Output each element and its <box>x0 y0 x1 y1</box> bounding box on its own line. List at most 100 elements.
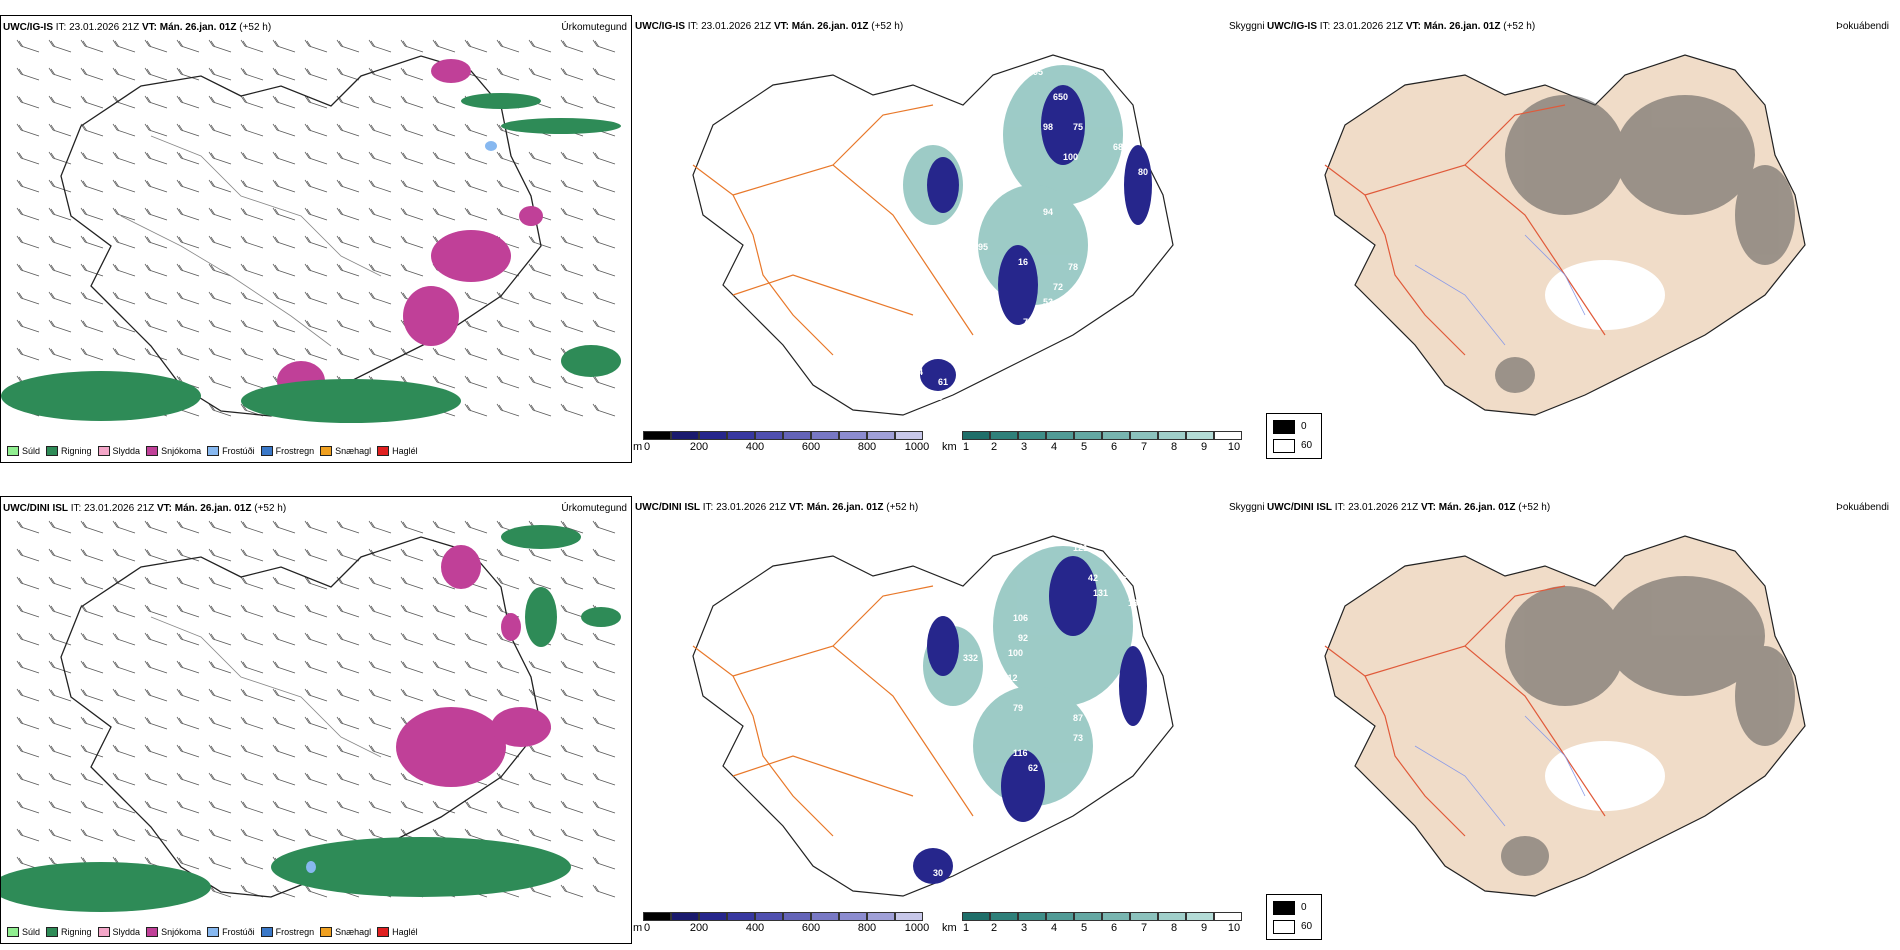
wind-barb <box>176 291 200 305</box>
wind-barb <box>304 660 328 674</box>
wind-barb <box>208 856 232 870</box>
colorbar-tick: 1 <box>962 441 970 453</box>
wind-barb <box>80 179 104 193</box>
roads <box>692 104 974 356</box>
wind-barb <box>144 716 168 730</box>
wind-barb <box>144 632 168 646</box>
vis-value-label: 98 <box>1043 122 1053 132</box>
precip-map <box>1 520 621 912</box>
wind-barb <box>48 660 72 674</box>
wind-barb <box>272 884 296 898</box>
legend-swatch <box>320 927 333 937</box>
wind-barb <box>208 520 232 534</box>
vis-value-label: 121 <box>1073 543 1088 553</box>
wind-barb <box>208 604 232 618</box>
wind-barb <box>336 291 360 305</box>
wind-barb <box>560 772 584 786</box>
wind-barb <box>592 319 616 333</box>
colorbar-swatch <box>643 912 671 921</box>
wind-barb <box>240 632 264 646</box>
wind-barb <box>304 688 328 702</box>
wind-barb <box>16 319 40 333</box>
wind-barb <box>592 207 616 221</box>
wind-barb <box>528 828 552 842</box>
wind-barb <box>528 347 552 361</box>
wind-barb <box>80 744 104 758</box>
vis-m-areas <box>920 85 1152 391</box>
colorbar-tick: 800 <box>857 441 877 453</box>
wind-barb <box>496 772 520 786</box>
wind-barb <box>496 179 520 193</box>
colorbar-swatch <box>1074 431 1102 440</box>
wind-barb <box>464 520 488 534</box>
wind-barb <box>144 95 168 109</box>
wind-barb <box>400 632 424 646</box>
wind-barb <box>528 235 552 249</box>
legend-item: Rigning <box>46 927 92 937</box>
wind-barb <box>208 403 232 417</box>
legend-item: Snjókoma <box>146 927 201 937</box>
wind-barb <box>400 548 424 562</box>
wind-barb <box>240 235 264 249</box>
vis-value-label: 332 <box>963 653 978 663</box>
wind-barb <box>16 632 40 646</box>
colorbar-swatch <box>1186 431 1214 440</box>
wind-barb <box>144 688 168 702</box>
valid-label: VT: <box>156 503 172 514</box>
wind-barb <box>144 772 168 786</box>
wind-barb <box>272 744 296 758</box>
wind-barb <box>16 235 40 249</box>
wind-barb <box>16 263 40 277</box>
wind-barb <box>16 716 40 730</box>
legend-item: Frostúði <box>207 927 255 937</box>
wind-barb <box>176 548 200 562</box>
wind-barb <box>528 375 552 389</box>
wind-barb <box>592 67 616 81</box>
vis-value-labels: 23 121 42 94 131 134 89 106 92 100 52 57 332 112 79 87 7… <box>933 513 1163 878</box>
wind-barb <box>272 319 296 333</box>
wind-barb <box>112 688 136 702</box>
wind-barb <box>560 688 584 702</box>
wind-barb <box>208 263 232 277</box>
colorbar-swatch <box>839 431 867 440</box>
wind-barb <box>304 632 328 646</box>
lead-time: (+52 h) <box>239 22 272 33</box>
wind-barb <box>240 800 264 814</box>
vis-value-label: 100 <box>1063 152 1078 162</box>
vis-value-label: 60 <box>1053 317 1063 327</box>
legend-swatch <box>97 927 110 937</box>
wind-barb <box>496 375 520 389</box>
valid-label: VT: <box>788 502 804 513</box>
wind-barb <box>112 39 136 53</box>
wind-barb <box>560 67 584 81</box>
wind-barb <box>304 207 328 221</box>
vis-value-label: 72 <box>1053 282 1063 292</box>
legend-label: Slydda <box>112 927 141 937</box>
wind-barb <box>240 660 264 674</box>
wind-barb <box>272 347 296 361</box>
valid-label: VT: <box>1420 502 1436 513</box>
wind-barb <box>48 95 72 109</box>
wind-barb <box>144 800 168 814</box>
wind-barb <box>208 828 232 842</box>
wind-barb <box>336 207 360 221</box>
wind-barb <box>48 151 72 165</box>
panel-header: UWC/DINI ISL IT: 23.01.2026 21Z VT: Mán.… <box>635 502 918 513</box>
wind-barb <box>240 151 264 165</box>
wind-barb <box>336 520 360 534</box>
wind-barb <box>496 347 520 361</box>
wind-barb <box>432 95 456 109</box>
colorbar-tick: 4 <box>1050 441 1058 453</box>
wind-barb <box>208 235 232 249</box>
wind-barb <box>464 123 488 137</box>
wind-barb <box>48 347 72 361</box>
wind-barb <box>240 67 264 81</box>
vis-m-areas <box>913 556 1147 884</box>
wind-barb <box>240 207 264 221</box>
wind-barb <box>304 800 328 814</box>
wind-barb <box>560 520 584 534</box>
wind-barb <box>496 319 520 333</box>
vis-value-label: 100 <box>1008 648 1023 658</box>
vis-value-label: 62 <box>1028 763 1038 773</box>
rivers <box>1414 715 1586 827</box>
